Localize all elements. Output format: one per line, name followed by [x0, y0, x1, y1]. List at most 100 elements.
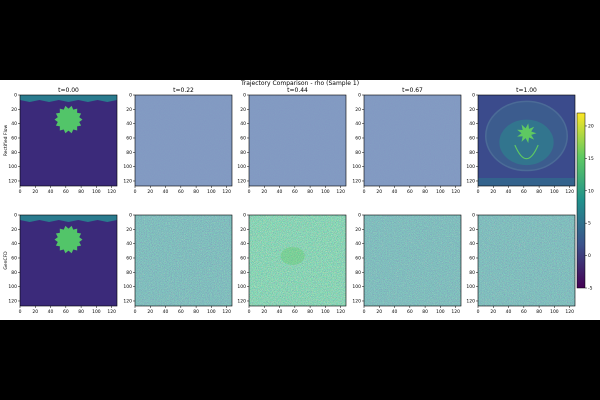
colorbar-tick-label: 10 — [588, 188, 594, 194]
density-blob — [54, 105, 83, 134]
colorbar-tick-label: 20 — [588, 123, 594, 129]
x-tick-label: 0 — [477, 309, 480, 315]
y-tick-label: 120 — [8, 298, 17, 304]
panel-frame — [134, 94, 233, 187]
x-tick-label: 120 — [565, 189, 574, 195]
panel-0-0: 0 20 40 60 80 100 120020406080100120t=0.00Rect… — [3, 87, 118, 195]
y-tick-label: 80 — [11, 150, 17, 156]
x-tick-label: 0 — [134, 309, 137, 315]
y-tick-label: 100 — [123, 164, 132, 170]
y-tick-label: 40 — [469, 121, 475, 127]
y-tick-label: 0 — [358, 93, 361, 99]
noise-field — [135, 95, 232, 186]
y-tick-label: 100 — [123, 284, 132, 290]
y-tick-label: 20 — [11, 227, 17, 233]
y-tick-label: 40 — [240, 241, 246, 247]
panel-frame — [363, 214, 462, 307]
y-tick-label: 60 — [355, 255, 361, 261]
x-tick-label: 20 — [32, 189, 38, 195]
x-tick-label: 100 — [550, 189, 559, 195]
y-tick-label: 60 — [355, 135, 361, 141]
x-tick-label: 60 — [63, 309, 69, 315]
y-tick-label: 120 — [352, 298, 361, 304]
y-tick-label: 100 — [466, 284, 475, 290]
noise-field — [364, 95, 461, 186]
x-tick-label: 20 — [261, 309, 267, 315]
x-tick-label: 60 — [178, 309, 184, 315]
x-tick-label: 20 — [261, 189, 267, 195]
x-tick-label: 60 — [63, 189, 69, 195]
x-tick-label: 20 — [490, 309, 496, 315]
x-tick-label: 120 — [222, 189, 231, 195]
panel-frame — [19, 94, 118, 187]
x-tick-label: 80 — [536, 189, 542, 195]
x-tick-label: 100 — [207, 309, 216, 315]
x-tick-label: 80 — [78, 189, 84, 195]
panel-frame — [363, 94, 462, 187]
y-tick-label: 80 — [240, 150, 246, 156]
x-tick-label: 80 — [536, 309, 542, 315]
y-tick-label: 100 — [237, 164, 246, 170]
panel-frame — [134, 214, 233, 307]
x-tick-label: 40 — [163, 309, 169, 315]
y-tick-label: 0 — [14, 93, 17, 99]
y-tick-label: 60 — [11, 255, 17, 261]
interface-band — [20, 95, 117, 102]
y-tick-label: 120 — [352, 178, 361, 184]
y-tick-label: 100 — [237, 284, 246, 290]
y-tick-label: 80 — [126, 270, 132, 276]
x-tick-label: 40 — [506, 189, 512, 195]
y-tick-label: 120 — [123, 298, 132, 304]
colorbar-tick-label: 0 — [588, 253, 591, 259]
x-tick-label: 40 — [506, 309, 512, 315]
x-tick-label: 0 — [477, 189, 480, 195]
core-structure — [517, 123, 537, 144]
y-tick-label: 0 — [129, 93, 132, 99]
x-tick-label: 120 — [107, 189, 116, 195]
x-tick-label: 40 — [48, 189, 54, 195]
y-tick-label: 20 — [469, 227, 475, 233]
y-tick-label: 0 — [472, 93, 475, 99]
x-tick-label: 0 — [134, 189, 137, 195]
x-tick-label: 0 — [363, 309, 366, 315]
panel-frame — [248, 94, 347, 187]
x-tick-label: 80 — [193, 189, 199, 195]
x-tick-label: 40 — [163, 189, 169, 195]
x-tick-label: 120 — [222, 309, 231, 315]
y-tick-label: 60 — [240, 255, 246, 261]
y-tick-label: 80 — [469, 150, 475, 156]
y-tick-label: 120 — [123, 178, 132, 184]
y-tick-label: 120 — [466, 298, 475, 304]
y-tick-label: 120 — [237, 178, 246, 184]
y-tick-label: 120 — [466, 178, 475, 184]
y-tick-label: 80 — [11, 270, 17, 276]
y-tick-label: 20 — [355, 107, 361, 113]
y-tick-label: 20 — [126, 107, 132, 113]
x-tick-label: 60 — [292, 189, 298, 195]
y-tick-label: 60 — [240, 135, 246, 141]
y-tick-label: 60 — [126, 135, 132, 141]
y-tick-label: 20 — [469, 107, 475, 113]
y-tick-label: 60 — [469, 135, 475, 141]
x-tick-label: 40 — [392, 189, 398, 195]
colorbar-tick-label: -5 — [588, 286, 593, 292]
x-tick-label: 60 — [521, 309, 527, 315]
x-tick-label: 120 — [336, 309, 345, 315]
x-tick-label: 80 — [307, 309, 313, 315]
x-tick-label: 0 — [19, 309, 22, 315]
panel-title: t=1.00 — [516, 87, 537, 94]
x-tick-label: 40 — [48, 309, 54, 315]
y-tick-label: 100 — [8, 284, 17, 290]
y-tick-label: 40 — [355, 241, 361, 247]
x-tick-label: 100 — [436, 189, 445, 195]
panel-title: t=0.67 — [402, 87, 423, 94]
x-tick-label: 60 — [292, 309, 298, 315]
x-tick-label: 100 — [321, 189, 330, 195]
y-tick-label: 0 — [14, 213, 17, 219]
y-tick-label: 80 — [240, 270, 246, 276]
